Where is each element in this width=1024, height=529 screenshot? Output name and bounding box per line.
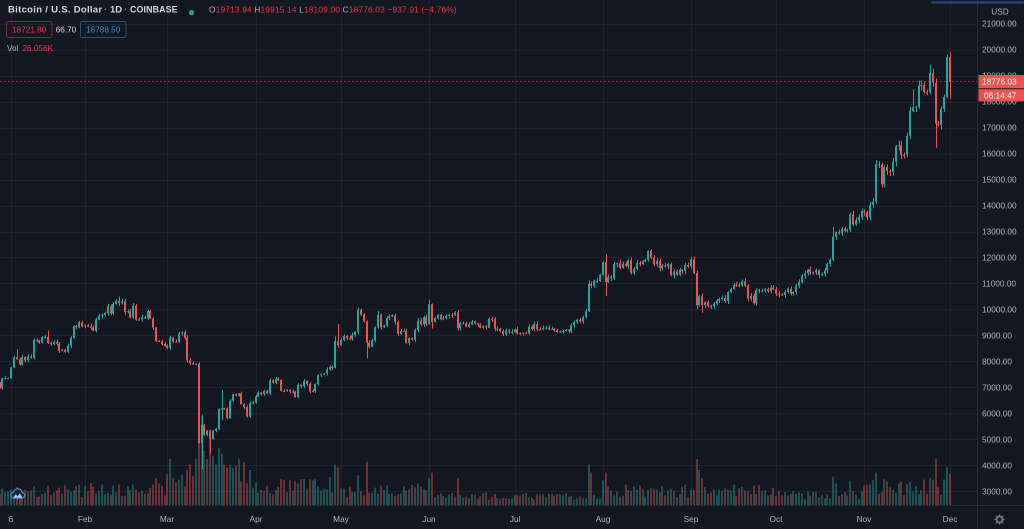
svg-text:26.056K: 26.056K	[23, 44, 54, 53]
svg-text:16000.00: 16000.00	[982, 149, 1017, 159]
svg-text:4000.00: 4000.00	[982, 460, 1012, 470]
svg-text:18788.50: 18788.50	[86, 26, 121, 35]
svg-text:7000.00: 7000.00	[982, 382, 1012, 392]
svg-text:10000.00: 10000.00	[982, 304, 1017, 314]
svg-text:Mar: Mar	[160, 514, 175, 524]
svg-text:21000.00: 21000.00	[982, 19, 1017, 29]
svg-text:·: ·	[124, 5, 127, 16]
svg-text:18000.00: 18000.00	[982, 97, 1017, 107]
svg-text:11000.00: 11000.00	[982, 279, 1016, 289]
svg-text:6: 6	[9, 514, 14, 524]
svg-text:20000.00: 20000.00	[982, 45, 1017, 55]
svg-text:Aug: Aug	[596, 514, 611, 524]
svg-text:6000.00: 6000.00	[982, 408, 1012, 418]
svg-text:06:14:47: 06:14:47	[984, 90, 1017, 100]
svg-text:13000.00: 13000.00	[982, 227, 1017, 237]
svg-text:8000.00: 8000.00	[982, 356, 1012, 366]
svg-text:1D: 1D	[110, 5, 122, 16]
svg-text:5000.00: 5000.00	[982, 434, 1012, 444]
svg-text:Nov: Nov	[857, 514, 873, 524]
svg-text:14000.00: 14000.00	[982, 201, 1017, 211]
svg-text:Jun: Jun	[422, 514, 436, 524]
svg-text:COINBASE: COINBASE	[130, 5, 178, 15]
svg-text:Bitcoin / U.S. Dollar: Bitcoin / U.S. Dollar	[8, 5, 102, 16]
svg-text:18776.03: 18776.03	[982, 77, 1017, 87]
svg-text:Jul: Jul	[510, 514, 521, 524]
svg-text:9000.00: 9000.00	[982, 330, 1012, 340]
svg-text:15000.00: 15000.00	[982, 175, 1017, 185]
svg-text:May: May	[333, 514, 350, 524]
svg-text:·: ·	[104, 5, 107, 16]
svg-text:USD: USD	[991, 7, 1009, 17]
svg-text:O19713.94 H19915.14 L18109.00: O19713.94 H19915.14 L18109.00 C18776.03 …	[209, 4, 457, 14]
svg-text:18721.80: 18721.80	[12, 26, 47, 35]
svg-text:Oct: Oct	[770, 514, 784, 524]
svg-text:Apr: Apr	[250, 514, 263, 524]
svg-text:3000.00: 3000.00	[982, 486, 1012, 496]
svg-text:Feb: Feb	[78, 514, 93, 524]
svg-text:Sep: Sep	[684, 514, 699, 524]
svg-text:17000.00: 17000.00	[982, 123, 1017, 133]
svg-text:66.70: 66.70	[56, 26, 77, 35]
svg-text:Vol: Vol	[7, 44, 19, 53]
svg-text:12000.00: 12000.00	[982, 253, 1017, 263]
svg-text:Dec: Dec	[943, 514, 958, 524]
